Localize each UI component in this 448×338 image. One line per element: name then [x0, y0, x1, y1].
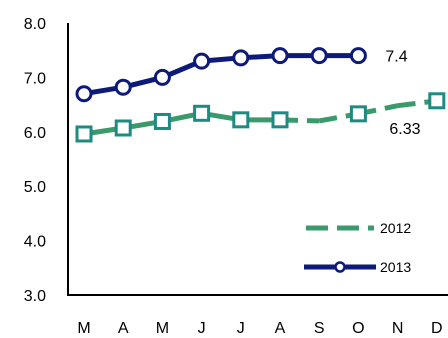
- series-2013-point: [114, 78, 132, 96]
- series-2012-point: [349, 105, 367, 123]
- y-tick-label: 7.0: [24, 70, 46, 87]
- x-tick-label: M: [77, 320, 90, 337]
- data-label: 7.4: [385, 49, 407, 66]
- x-tick-label: J: [237, 320, 245, 337]
- x-tick-label: D: [431, 320, 443, 337]
- legend-label-2012: 2012: [380, 220, 411, 236]
- y-tick-label: 5.0: [24, 179, 46, 196]
- x-tick-label: A: [275, 320, 286, 337]
- x-tick-label: S: [314, 320, 325, 337]
- series-2013-point: [75, 85, 93, 103]
- x-tick-label: A: [118, 320, 129, 337]
- y-tick-label: 8.0: [24, 16, 46, 33]
- series-2013-point: [271, 47, 289, 65]
- series-2013-point: [310, 47, 328, 65]
- series-2012-point: [153, 112, 171, 130]
- x-tick-label: J: [198, 320, 206, 337]
- x-tick-label: N: [392, 320, 404, 337]
- series-2012-point: [428, 92, 446, 110]
- data-label: 6.33: [389, 121, 420, 138]
- series-2012-point: [75, 125, 93, 143]
- x-tick-label: O: [352, 320, 364, 337]
- legend-label-2013: 2013: [380, 259, 411, 275]
- labels-layer: 7.4 6.33: [385, 49, 420, 138]
- y-tick-label: 6.0: [24, 125, 46, 142]
- series-2012-point: [114, 119, 132, 137]
- series-layer: [75, 47, 446, 143]
- x-tick-label: M: [156, 320, 169, 337]
- legend: 2012 2013: [304, 220, 411, 275]
- series-2013-point: [153, 68, 171, 86]
- legend-marker-2013: [334, 261, 346, 273]
- y-tick-label: 3.0: [24, 288, 46, 305]
- y-tick-label: 4.0: [24, 234, 46, 251]
- series-2013-point: [232, 49, 250, 67]
- series-2013-point: [193, 52, 211, 70]
- series-2012-point: [232, 111, 250, 129]
- axes: 3.0 4.0 5.0 6.0 7.0 8.0 M A M J J A S O N D: [24, 16, 448, 337]
- series-2012-point: [193, 104, 211, 122]
- series-2013-point: [349, 47, 367, 65]
- series-2012-point: [271, 111, 289, 129]
